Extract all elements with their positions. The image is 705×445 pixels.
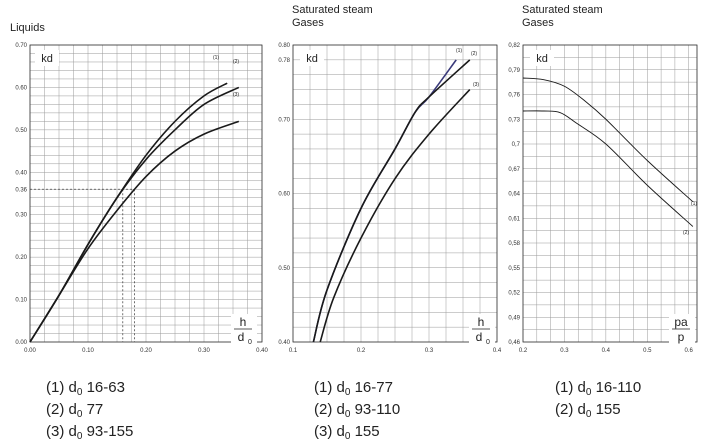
y-tick-label: 0,82	[508, 43, 520, 49]
y-tick-label: 0.70	[278, 117, 290, 123]
y-tick-label: 0.20	[15, 255, 27, 261]
series-line-1	[522, 77, 694, 203]
series-label-2: (2)	[233, 59, 239, 65]
chart-saturated-steam-1: 0.1 0.2 0.3 0.4 0.40 0.50 0.60 0.70 0.78 0.80 kd hd…	[278, 43, 502, 354]
legend-entry-1: (1) d0 16-63	[46, 379, 125, 398]
y-tick-label: 0.80	[278, 43, 290, 49]
series-label-3: (3)	[473, 82, 479, 88]
grid	[29, 44, 263, 343]
y-tick-label: 0.00	[15, 340, 27, 346]
y-tick-label: 0,67	[508, 167, 520, 173]
x-tick-label: 0.3	[560, 348, 569, 354]
chart-saturated-steam-2: 0.2 0.3 0.4 0.5 0.6 0,46 0,49 0,52 0,55 0,58 0,61 0…	[508, 43, 698, 354]
y-tick-label: 0,49	[508, 315, 520, 321]
x-tick-label: 0.30	[198, 348, 210, 354]
xlabel-box	[469, 314, 495, 346]
y-tick-label: 0.36	[15, 187, 27, 193]
x-tick-label: 0.40	[256, 348, 268, 354]
x-tick-label: 0.10	[82, 348, 94, 354]
y-tick-label: 0,7	[512, 142, 521, 148]
y-tick-label: 0.50	[15, 128, 27, 134]
x-tick-label: 0.20	[140, 348, 152, 354]
y-tick-label: 0,64	[508, 192, 520, 198]
y-axis-label: kd	[41, 53, 53, 65]
chart-title: Saturated steam Gases	[292, 4, 373, 29]
ylabel-box	[35, 50, 59, 66]
plot-frame	[522, 44, 698, 343]
x-tick-label: 0.5	[643, 348, 652, 354]
y-tick-label: 0.10	[15, 298, 27, 304]
y-tick-label: 0,79	[508, 68, 520, 74]
x-axis-label-denominator: p	[678, 330, 685, 344]
chart-title: Saturated steam Gases	[522, 4, 603, 29]
y-axis-label: kd	[306, 53, 318, 65]
x-tick-label: 0.4	[493, 348, 502, 354]
ylabel-box	[530, 50, 554, 66]
y-tick-label: 0,55	[508, 266, 520, 272]
x-tick-label: 0.2	[357, 348, 366, 354]
x-axis-label-numerator: h	[240, 315, 247, 329]
grid	[522, 44, 698, 343]
x-tick-label: 0.1	[289, 348, 298, 354]
y-tick-label: 0.70	[15, 43, 27, 49]
x-axis-label-denominator: d	[476, 330, 483, 344]
legend-entry-2: (2) d0 93-110	[314, 401, 401, 420]
x-tick-label: 0.00	[24, 348, 36, 354]
y-axis-label: kd	[536, 53, 548, 65]
legend-caption: (1) d0 16-110 (2) d0 155	[555, 379, 641, 423]
legend-entry-1: (1) d0 16-77	[314, 379, 393, 398]
xlabel-box	[669, 314, 695, 346]
y-tick-label: 0,52	[508, 291, 520, 297]
y-tick-label: 0.60	[15, 85, 27, 91]
x-tick-label: 0.2	[519, 348, 528, 354]
series-label-1: (1)	[691, 201, 697, 207]
y-tick-label: 0.60	[278, 192, 290, 198]
y-tick-label: 0,46	[508, 340, 520, 346]
y-tick-label: 0,58	[508, 241, 520, 247]
legend-entry-1: (1) d0 16-110	[555, 379, 642, 398]
legend-entry-2: (2) d0 155	[555, 401, 621, 420]
plot-frame	[29, 44, 263, 343]
series-line-2	[522, 110, 694, 227]
x-axis-label-numerator: h	[478, 315, 485, 329]
legend-entry-2: (2) d0 77	[46, 401, 104, 420]
series-line-2	[312, 59, 471, 343]
series-line-3	[29, 120, 240, 343]
y-tick-label: 0.50	[278, 266, 290, 272]
series-label-1: (1)	[213, 55, 219, 61]
chart-title: Liquids	[10, 22, 45, 34]
x-axis-label-subscript: 0	[486, 339, 490, 346]
y-tick-label: 0.30	[15, 213, 27, 219]
series-line-3	[319, 89, 471, 343]
x-tick-label: 0.3	[425, 348, 434, 354]
x-axis-label-subscript: 0	[248, 339, 252, 346]
series-label-3: (3)	[233, 92, 239, 98]
plot-frame	[292, 44, 498, 343]
series-label-1: (1)	[456, 48, 462, 54]
x-axis-label-denominator: d	[238, 330, 245, 344]
y-tick-label: 0.40	[278, 340, 290, 346]
series-label-2: (2)	[471, 51, 477, 57]
y-tick-label: 0,73	[508, 117, 520, 123]
y-tick-label: 0.40	[15, 170, 27, 176]
xlabel-box	[231, 314, 257, 346]
x-tick-label: 0.4	[602, 348, 611, 354]
x-tick-label: 0.6	[685, 348, 694, 354]
y-tick-label: 0,76	[508, 93, 520, 99]
x-axis-label-numerator: pa	[674, 315, 688, 329]
ylabel-box	[300, 50, 324, 66]
y-tick-label: 0.78	[278, 58, 290, 64]
chart-liquids: 0.00 0.10 0.20 0.30 0.40 0.00 0.10 0.20 0.30 0.36…	[15, 43, 268, 354]
series-label-2: (2)	[683, 230, 689, 236]
y-tick-label: 0,61	[508, 216, 520, 222]
